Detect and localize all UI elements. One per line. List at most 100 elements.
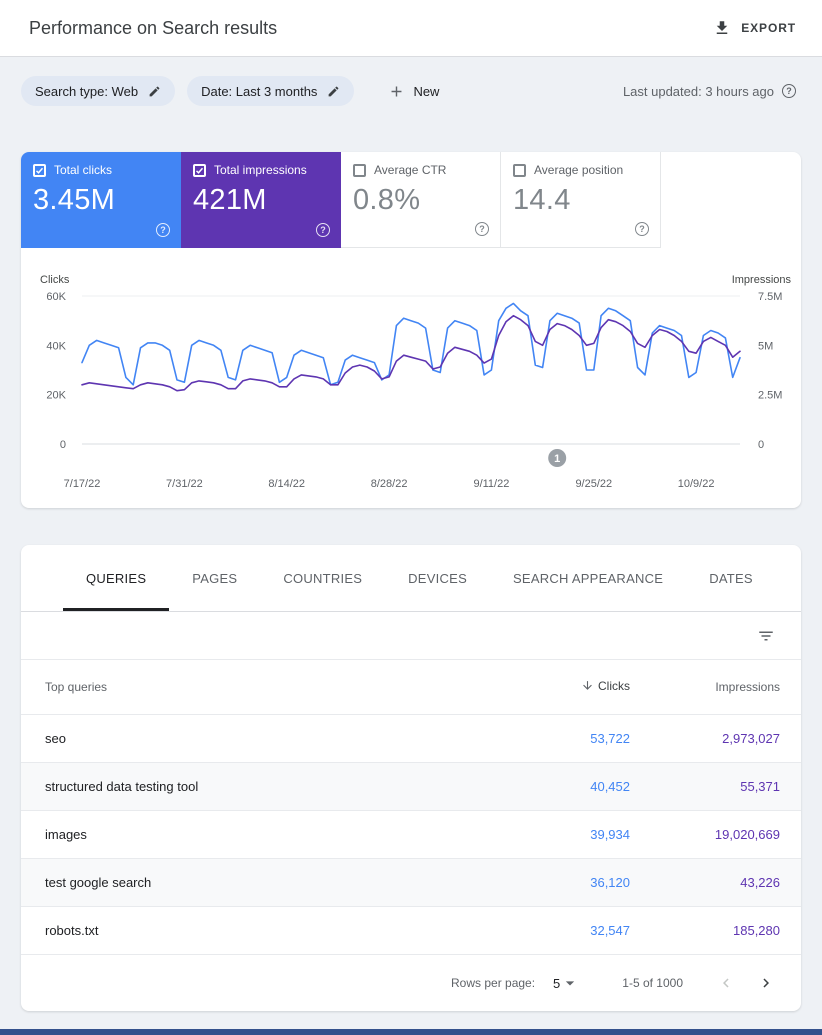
x-tick-label: 9/11/22 — [473, 478, 509, 490]
query-cell[interactable]: seo — [45, 731, 66, 746]
next-page-button[interactable] — [753, 970, 779, 996]
new-filter-button[interactable]: New — [380, 79, 447, 104]
tab-queries[interactable]: QUERIES — [63, 545, 169, 611]
date-range-chip[interactable]: Date: Last 3 months — [187, 76, 355, 106]
app-header: Performance on Search results EXPORT — [0, 0, 822, 57]
metric-tiles-row: Total clicks 3.45M? Total impressions 421M?… — [21, 152, 801, 248]
dropdown-arrow-icon — [560, 973, 580, 993]
export-label: EXPORT — [741, 21, 796, 35]
metric-label: Average position — [534, 163, 624, 177]
clicks-column-header[interactable]: Clicks — [581, 679, 630, 693]
impressions-cell: 55,371 — [740, 779, 780, 794]
download-icon — [713, 19, 731, 37]
search-type-chip[interactable]: Search type: Web — [21, 76, 176, 106]
query-column-header[interactable]: Top queries — [45, 680, 108, 694]
edit-icon — [327, 85, 340, 98]
left-tick-label: 20K — [46, 390, 66, 402]
x-tick-label: 7/31/22 — [166, 478, 203, 490]
right-tick-label: 7.5M — [758, 291, 782, 303]
metric-value: 421M — [193, 184, 267, 216]
last-updated-text: Last updated: 3 hours ago — [622, 83, 774, 99]
table-row[interactable]: structured data testing tool 40,452 55,371 — [21, 763, 801, 811]
plus-icon — [388, 83, 405, 100]
metric-label: Total impressions — [214, 163, 307, 177]
right-tick-label: 2.5M — [758, 390, 782, 402]
x-tick-label: 8/14/22 — [268, 478, 305, 490]
performance-summary-card: Total clicks 3.45M? Total impressions 421M?… — [21, 152, 801, 508]
annotation-marker[interactable] — [548, 449, 567, 467]
left-tick-label: 40K — [46, 340, 66, 352]
table-row[interactable]: seo 53,722 2,973,027 — [21, 715, 801, 763]
impressions-column-header[interactable]: Impressions — [715, 680, 780, 694]
help-icon[interactable]: ? — [635, 222, 649, 236]
left-axis-title: Clicks — [40, 274, 70, 286]
filter-icon — [757, 627, 775, 645]
metric-label: Total clicks — [54, 163, 113, 177]
average-ctr-checkbox[interactable] — [353, 163, 366, 177]
total-clicks-checkbox[interactable] — [33, 163, 46, 177]
average-position-checkbox[interactable] — [513, 163, 526, 177]
table-header-row: Top queries Clicks Impressions — [21, 660, 801, 715]
x-tick-label: 9/25/22 — [575, 478, 612, 490]
metric-label: Average CTR — [374, 163, 447, 177]
metric-value: 0.8% — [353, 184, 421, 216]
rows-per-page-select[interactable]: 5 — [553, 973, 580, 993]
edit-icon — [148, 85, 161, 98]
impressions-cell: 43,226 — [740, 875, 780, 890]
metric-tile-total-impressions[interactable]: Total impressions 421M? — [181, 152, 341, 248]
pagination-row: Rows per page: 5 1-5 of 1000 — [21, 955, 801, 1011]
right-axis-title: Impressions — [732, 274, 792, 286]
right-tick-label: 0 — [758, 439, 764, 451]
dimension-tabs: QUERIES PAGES COUNTRIES DEVICES SEARCH APPEA… — [21, 545, 801, 612]
annotation-marker-label: 1 — [554, 453, 560, 465]
tab-pages[interactable]: PAGES — [192, 570, 238, 586]
table-row[interactable]: test google search 36,120 43,226 — [21, 859, 801, 907]
page-title: Performance on Search results — [29, 17, 278, 38]
query-cell[interactable]: test google search — [45, 875, 152, 890]
last-updated: Last updated: 3 hours ago ? — [623, 84, 796, 99]
left-tick-label: 0 — [60, 439, 66, 451]
help-icon[interactable]: ? — [156, 223, 170, 237]
series-line-impressions — [81, 314, 741, 392]
filter-bar: Search type: Web Date: Last 3 months New… — [21, 76, 796, 106]
pagination-range: 1-5 of 1000 — [622, 976, 683, 990]
metric-value: 14.4 — [513, 184, 571, 216]
table-row[interactable]: robots.txt 32,547 185,280 — [21, 907, 801, 955]
table-row[interactable]: images 39,934 19,020,669 — [21, 811, 801, 859]
clicks-cell: 36,120 — [590, 875, 630, 890]
clicks-cell: 53,722 — [590, 731, 630, 746]
tab-devices[interactable]: DEVICES — [408, 570, 467, 586]
tab-dates[interactable]: DATES — [709, 570, 753, 586]
clicks-cell: 39,934 — [590, 827, 630, 842]
metric-tile-total-clicks[interactable]: Total clicks 3.45M? — [21, 152, 181, 248]
chart-area: Clicks Impressions 60K 40K 20K 0 7.5M 5M 2.5M 0 7/… — [21, 270, 801, 500]
query-cell[interactable]: images — [45, 827, 87, 842]
chevron-right-icon — [757, 974, 775, 992]
performance-line-chart[interactable]: Clicks Impressions 60K 40K 20K 0 7.5M 5M 2.5M 0 7/… — [21, 270, 801, 500]
tab-countries[interactable]: COUNTRIES — [283, 570, 363, 586]
metric-tile-average-ctr[interactable]: Average CTR 0.8%? — [341, 152, 501, 248]
table-filter-row — [21, 612, 801, 660]
new-label: New — [413, 83, 440, 99]
help-icon[interactable]: ? — [782, 84, 796, 98]
chip-label: Search type: Web — [35, 83, 139, 99]
bottom-bar — [0, 1029, 822, 1035]
x-tick-label: 10/9/22 — [678, 478, 715, 490]
query-cell[interactable]: structured data testing tool — [45, 779, 199, 794]
chip-label: Date: Last 3 months — [201, 83, 318, 99]
help-icon[interactable]: ? — [316, 223, 330, 237]
table-body: seo 53,722 2,973,027 structured data testin… — [21, 715, 801, 955]
clicks-cell: 40,452 — [590, 779, 630, 794]
previous-page-button[interactable] — [713, 970, 739, 996]
sort-desc-icon — [581, 679, 594, 692]
filter-list-button[interactable] — [757, 627, 775, 645]
help-icon[interactable]: ? — [475, 222, 489, 236]
tab-search-appearance[interactable]: SEARCH APPEARANCE — [513, 570, 664, 586]
chevron-left-icon — [717, 974, 735, 992]
export-button[interactable]: EXPORT — [713, 19, 796, 37]
total-impressions-checkbox[interactable] — [193, 163, 206, 177]
metric-tile-average-position[interactable]: Average position 14.4? — [501, 152, 661, 248]
query-cell[interactable]: robots.txt — [45, 923, 99, 938]
x-tick-label: 8/28/22 — [371, 478, 408, 490]
x-tick-label: 7/17/22 — [64, 478, 101, 490]
